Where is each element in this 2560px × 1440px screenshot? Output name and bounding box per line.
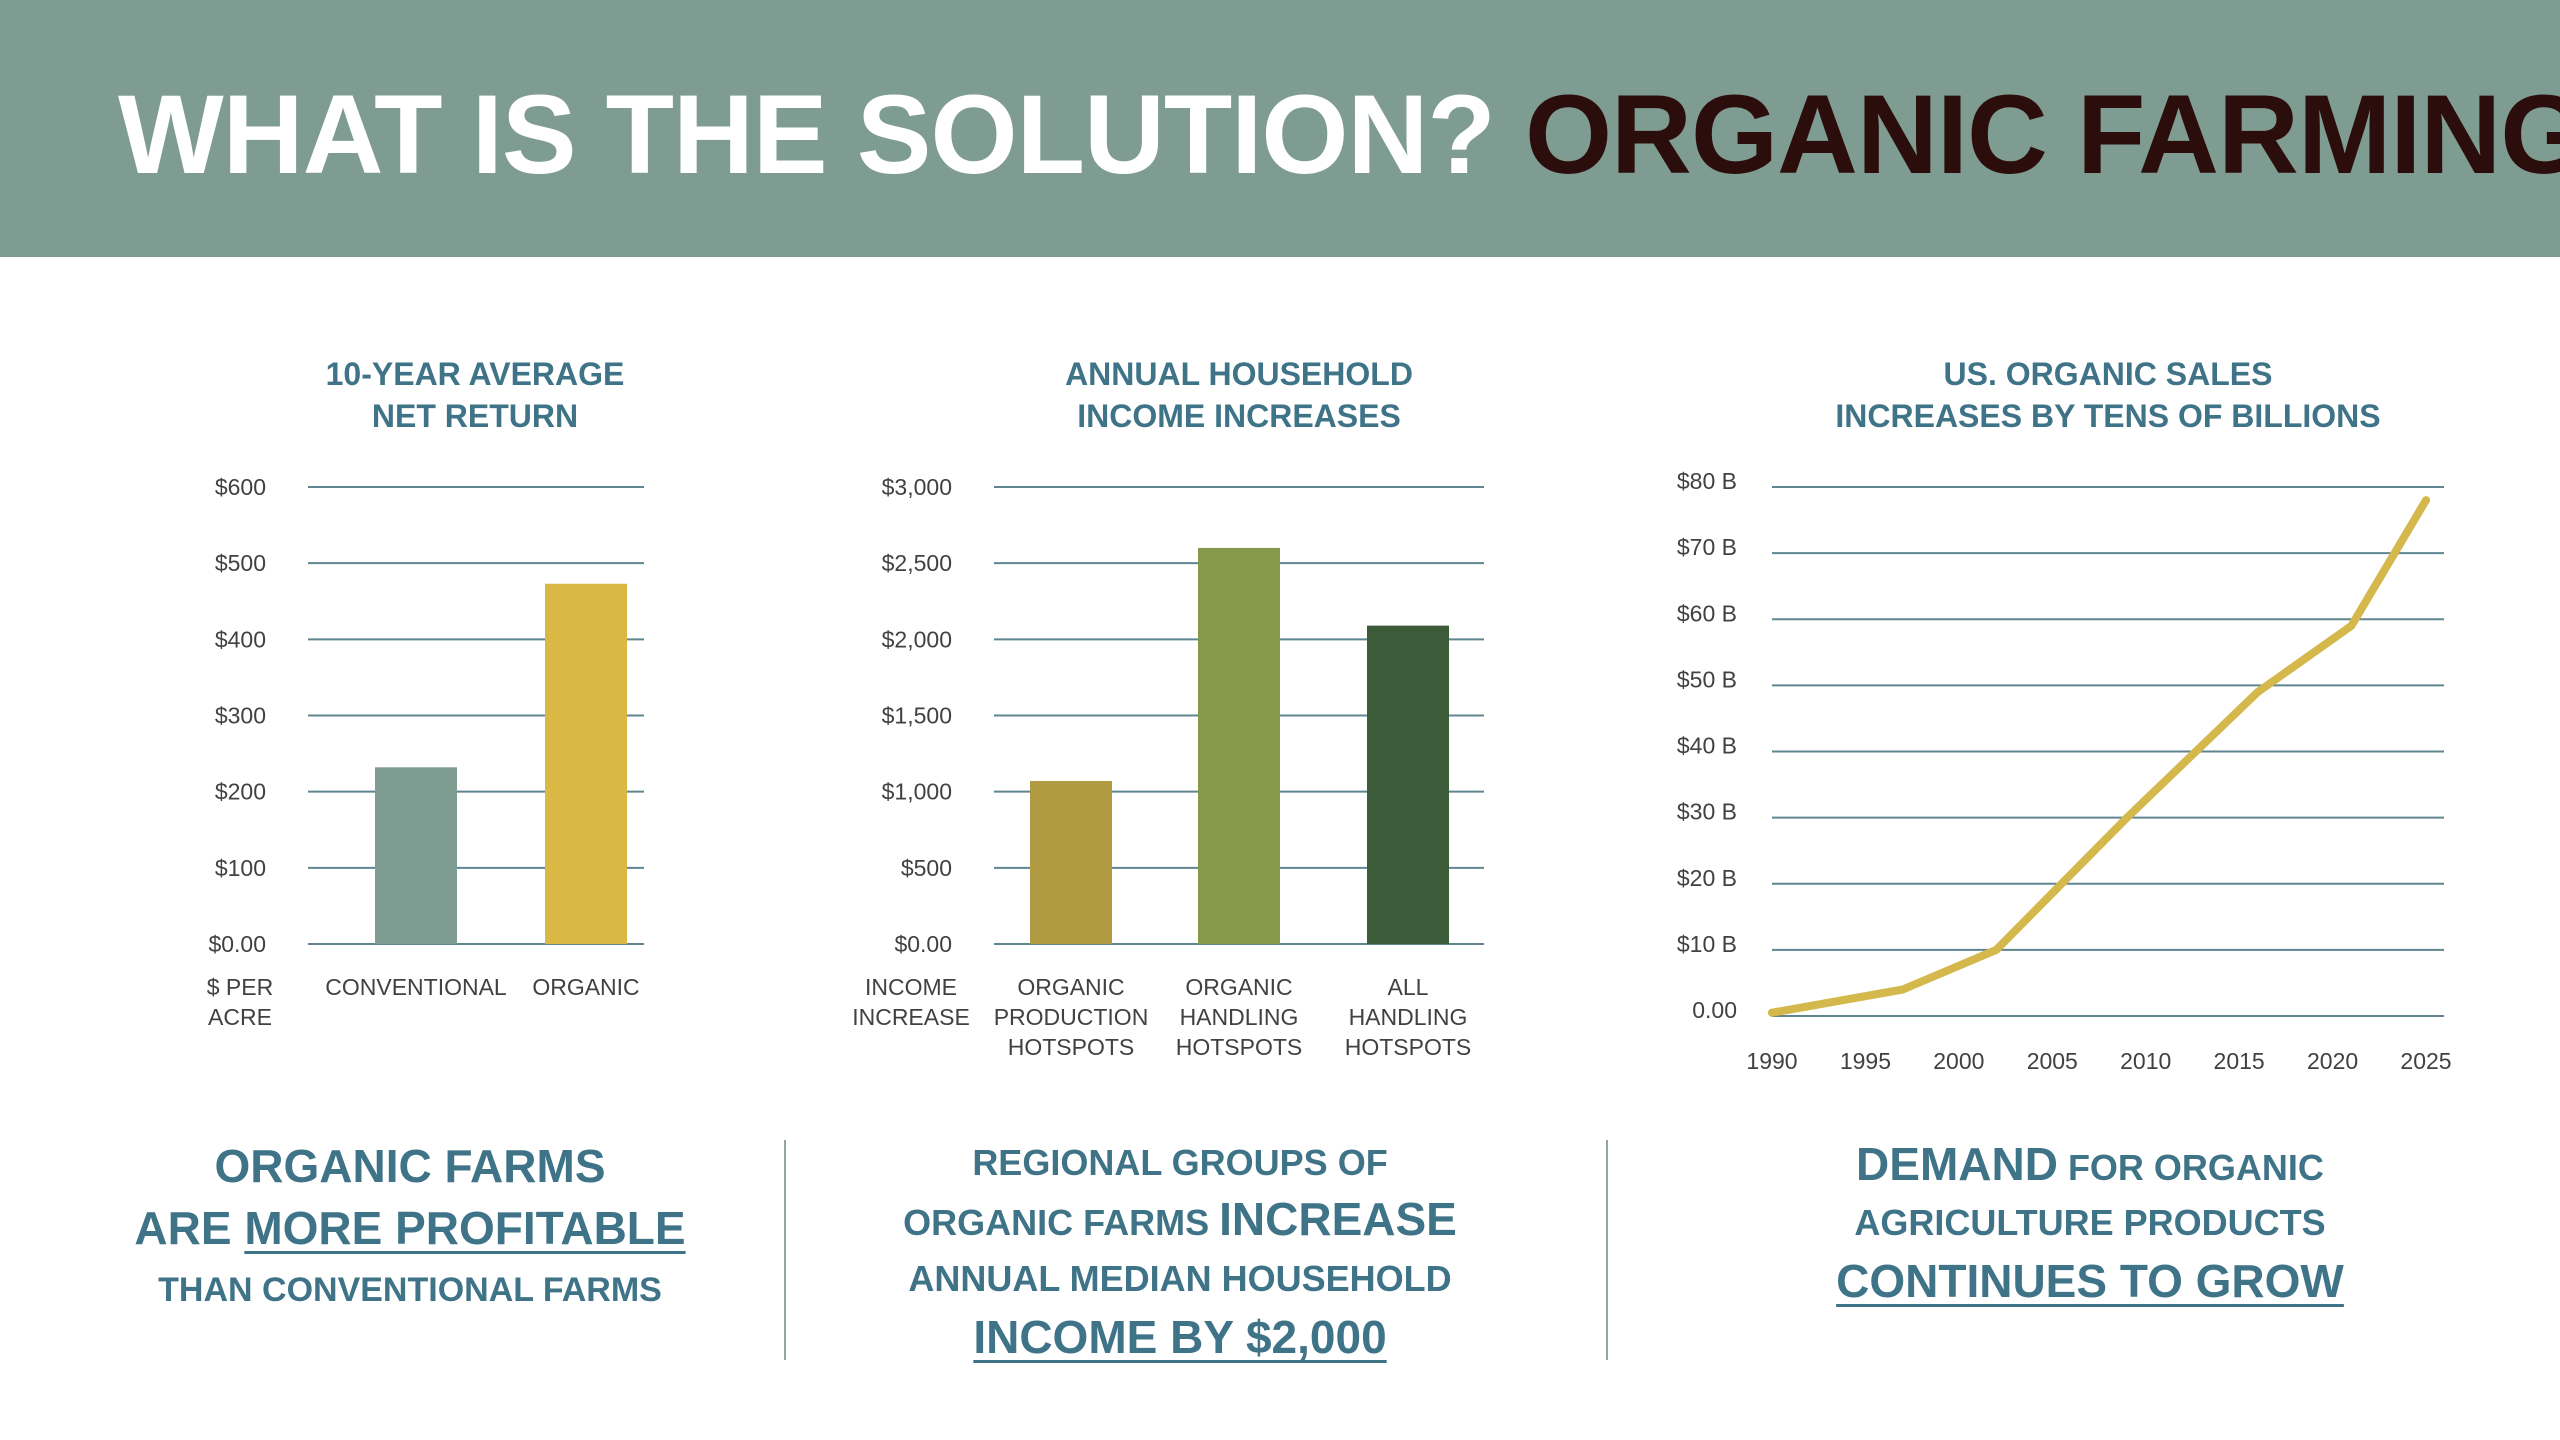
data-point bbox=[1898, 985, 1907, 994]
x-tick-label: 1995 bbox=[1840, 1048, 1891, 1074]
y-tick-label: $0.00 bbox=[894, 931, 952, 957]
x-category-label: ORGANIC bbox=[1185, 974, 1292, 1000]
x-tick-label: 2005 bbox=[2027, 1048, 2078, 1074]
y-tick-label: 0.00 bbox=[1692, 997, 1737, 1023]
caption-middle: REGIONAL GROUPS OF ORGANIC FARMS INCREAS… bbox=[840, 1135, 1520, 1367]
caption-middle-line3: ANNUAL MEDIAN HOUSEHOLD bbox=[908, 1258, 1452, 1299]
title-answer: ORGANIC FARMING bbox=[1524, 72, 2560, 197]
data-point bbox=[1992, 945, 2001, 954]
data-point bbox=[1768, 1008, 1776, 1017]
x-tick-label: 2015 bbox=[2214, 1048, 2265, 1074]
x-category-label: HOTSPOTS bbox=[1008, 1034, 1135, 1060]
y-tick-label: $1,500 bbox=[882, 703, 952, 729]
divider-left bbox=[784, 1140, 786, 1360]
x-tick-label: 2025 bbox=[2400, 1048, 2451, 1074]
x-tick-label: 2000 bbox=[1933, 1048, 1984, 1074]
x-category-label: HOTSPOTS bbox=[1345, 1034, 1472, 1060]
y-tick-label: $20 B bbox=[1677, 865, 1737, 891]
header-banner: WHAT IS THE SOLUTION? ORGANIC FARMING bbox=[0, 0, 2560, 257]
caption-left-highlight: MORE PROFITABLE bbox=[244, 1202, 686, 1254]
household-income-chart: ANNUAL HOUSEHOLD INCOME INCREASES $3,000 $2… bbox=[852, 356, 1484, 1060]
caption-middle-line2-prefix: ORGANIC FARMS bbox=[903, 1202, 1220, 1243]
axis-label: ACRE bbox=[208, 1004, 272, 1030]
caption-middle-highlight: INCOME BY $2,000 bbox=[973, 1311, 1387, 1363]
y-tick-label: $300 bbox=[215, 703, 266, 729]
x-category-label: PRODUCTION bbox=[994, 1004, 1149, 1030]
x-tick-label: 2020 bbox=[2307, 1048, 2358, 1074]
y-tick-label: $10 B bbox=[1677, 931, 1737, 957]
chart-title: INCREASES BY TENS OF BILLIONS bbox=[1835, 398, 2380, 434]
x-category-label: ORGANIC bbox=[1017, 974, 1124, 1000]
axis-label: INCOME bbox=[865, 974, 957, 1000]
y-tick-label: $600 bbox=[215, 474, 266, 500]
y-tick-label: $500 bbox=[215, 550, 266, 576]
y-tick-label: $30 B bbox=[1677, 799, 1737, 825]
y-tick-label: $1,000 bbox=[882, 779, 952, 805]
y-tick-label: $40 B bbox=[1677, 733, 1737, 759]
caption-left-line3: THAN CONVENTIONAL FARMS bbox=[158, 1271, 662, 1309]
bar bbox=[1030, 781, 1112, 944]
y-tick-label: $70 B bbox=[1677, 534, 1737, 560]
caption-middle-emphasis: INCREASE bbox=[1219, 1193, 1457, 1245]
title-question: WHAT IS THE SOLUTION? bbox=[118, 72, 1496, 197]
caption-right-highlight: CONTINUES TO GROW bbox=[1836, 1255, 2344, 1307]
x-category-label: ORGANIC bbox=[532, 974, 639, 1000]
axis-label: $ PER bbox=[207, 974, 273, 1000]
caption-right: DEMAND FOR ORGANIC AGRICULTURE PRODUCTS … bbox=[1700, 1135, 2480, 1313]
bar bbox=[1367, 625, 1449, 944]
caption-left-line1: ORGANIC FARMS bbox=[214, 1140, 606, 1192]
caption-left-line2-prefix: ARE bbox=[134, 1202, 245, 1254]
net-return-chart: 10-YEAR AVERAGE NET RETURN $600 $500 $400 $30… bbox=[207, 356, 644, 1030]
chart-title: US. ORGANIC SALES bbox=[1944, 356, 2273, 392]
x-category-label: ALL bbox=[1388, 974, 1429, 1000]
x-tick-label: 2010 bbox=[2120, 1048, 2171, 1074]
caption-right-emphasis: DEMAND bbox=[1856, 1138, 2058, 1190]
y-tick-label: $100 bbox=[215, 855, 266, 881]
x-category-label: HANDLING bbox=[1180, 1004, 1299, 1030]
bar bbox=[375, 767, 457, 944]
data-point bbox=[2347, 621, 2356, 630]
caption-right-line2: AGRICULTURE PRODUCTS bbox=[1854, 1202, 2326, 1243]
chart-title: INCOME INCREASES bbox=[1077, 398, 1401, 434]
x-category-label: HANDLING bbox=[1349, 1004, 1468, 1030]
divider-right bbox=[1606, 1140, 1608, 1360]
caption-right-line1-rest: FOR ORGANIC bbox=[2057, 1147, 2324, 1188]
y-tick-label: $500 bbox=[901, 855, 952, 881]
y-tick-label: $200 bbox=[215, 779, 266, 805]
x-category-label: HOTSPOTS bbox=[1176, 1034, 1303, 1060]
y-tick-label: $80 B bbox=[1677, 468, 1737, 494]
data-point bbox=[2123, 813, 2132, 822]
chart-title: NET RETURN bbox=[372, 398, 578, 434]
caption-left: ORGANIC FARMS ARE MORE PROFITABLE THAN C… bbox=[90, 1135, 730, 1321]
y-tick-label: $3,000 bbox=[882, 474, 952, 500]
sales-line bbox=[1768, 496, 2430, 1017]
y-tick-label: $400 bbox=[215, 626, 266, 652]
y-tick-label: $0.00 bbox=[208, 931, 266, 957]
y-tick-label: $2,500 bbox=[882, 550, 952, 576]
chart-title: ANNUAL HOUSEHOLD bbox=[1065, 356, 1413, 392]
x-category-label: CONVENTIONAL bbox=[325, 974, 507, 1000]
chart-title: 10-YEAR AVERAGE bbox=[326, 356, 625, 392]
x-tick-label: 1990 bbox=[1746, 1048, 1797, 1074]
caption-middle-line1: REGIONAL GROUPS OF bbox=[972, 1142, 1388, 1183]
axis-label: INCREASE bbox=[852, 1004, 970, 1030]
bar bbox=[545, 583, 627, 944]
data-point bbox=[2422, 496, 2430, 505]
y-tick-label: $50 B bbox=[1677, 666, 1737, 692]
page-title: WHAT IS THE SOLUTION? ORGANIC FARMING bbox=[118, 60, 2560, 210]
organic-sales-chart: US. ORGANIC SALES INCREASES BY TENS OF BI… bbox=[1677, 356, 2452, 1074]
data-point bbox=[2253, 687, 2262, 696]
bar bbox=[1198, 547, 1280, 944]
y-tick-label: $60 B bbox=[1677, 600, 1737, 626]
y-tick-label: $2,000 bbox=[882, 626, 952, 652]
